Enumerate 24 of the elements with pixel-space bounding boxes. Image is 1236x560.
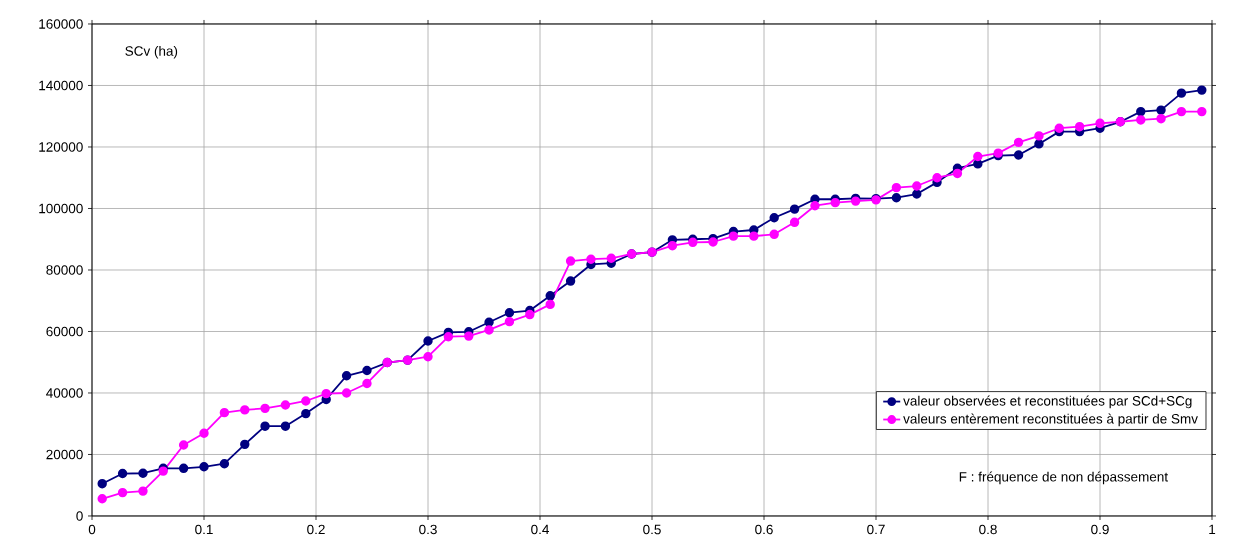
- y-tick-label: 40000: [46, 388, 83, 398]
- y-tick-label: 80000: [46, 265, 83, 275]
- x-tick-label: 0.6: [755, 524, 773, 535]
- x-tick-label: 0.1: [195, 524, 213, 535]
- x-tick-label: 0.2: [307, 524, 325, 535]
- y-tick-label: 20000: [46, 449, 83, 460]
- y-tick-label: 160000: [39, 19, 83, 29]
- legend-label: valeurs entèrement reconstituées à partir de Smv: [903, 413, 1198, 427]
- x-tick-label: 0.7: [867, 524, 885, 535]
- x-tick-label: 0.4: [531, 524, 549, 535]
- y-tick-label: 120000: [39, 142, 83, 152]
- x-tick-label: 0: [88, 524, 96, 535]
- x-tick-label: 1: [1209, 524, 1216, 534]
- x-tick-label: 0.3: [419, 524, 437, 535]
- x-tick-label: 0.5: [643, 524, 661, 535]
- annotation: SCv (ha): [125, 45, 178, 59]
- y-tick-label: 0: [76, 511, 83, 521]
- x-tick-label: 0.9: [1091, 524, 1109, 535]
- y-tick-label: 140000: [39, 80, 83, 91]
- annotation: F : fréquence de non dépassement: [959, 471, 1168, 485]
- legend-label: valeur observées et reconstituées par SCd+SCg: [903, 395, 1192, 409]
- y-tick-label: 60000: [46, 326, 83, 337]
- x-tick-label: 0.8: [979, 524, 997, 535]
- y-tick-label: 100000: [39, 203, 83, 214]
